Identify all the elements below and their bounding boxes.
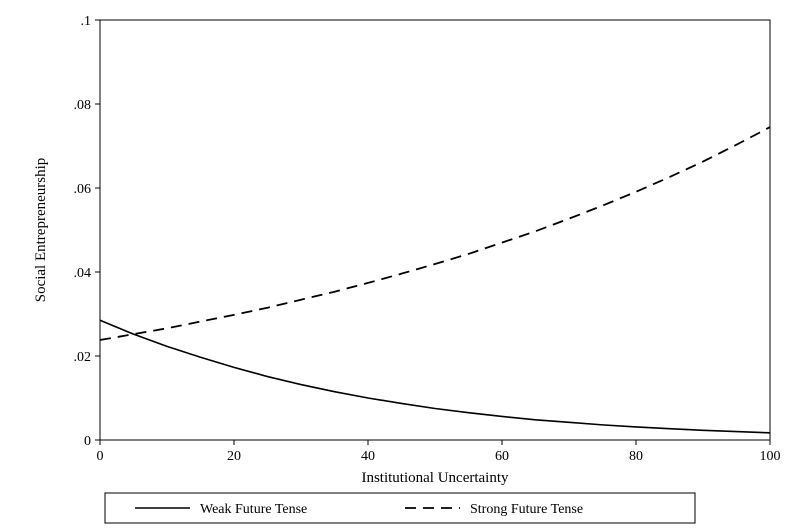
- y-tick-label: .08: [74, 98, 92, 113]
- chart-container: 0 20 40 60 80 100 0 .02 .04 .06 .08 .1 Institutional…: [0, 0, 800, 530]
- legend-label-0: Weak Future Tense: [200, 502, 307, 517]
- legend-label-1: Strong Future Tense: [470, 502, 583, 517]
- y-tick-label: .04: [74, 266, 92, 281]
- legend-box: [105, 493, 695, 523]
- y-tick-label: 0: [84, 434, 91, 449]
- x-tick-label: 0: [97, 449, 104, 464]
- y-axis-title: Social Entrepreneurship: [33, 158, 49, 303]
- y-tick-label: .06: [74, 182, 92, 197]
- y-tick-label: .1: [81, 14, 92, 29]
- series-line-1: [100, 127, 770, 340]
- x-tick-label: 40: [361, 449, 375, 464]
- plot-border: [100, 20, 770, 440]
- x-tick-label: 80: [629, 449, 643, 464]
- x-tick-label: 60: [495, 449, 509, 464]
- x-tick-label: 100: [760, 449, 781, 464]
- line-chart: 0 20 40 60 80 100 0 .02 .04 .06 .08 .1 Institutional…: [0, 0, 800, 530]
- x-axis-title: Institutional Uncertainty: [361, 470, 509, 486]
- x-tick-label: 20: [227, 449, 241, 464]
- series-line-0: [100, 320, 770, 433]
- y-tick-label: .02: [74, 350, 92, 365]
